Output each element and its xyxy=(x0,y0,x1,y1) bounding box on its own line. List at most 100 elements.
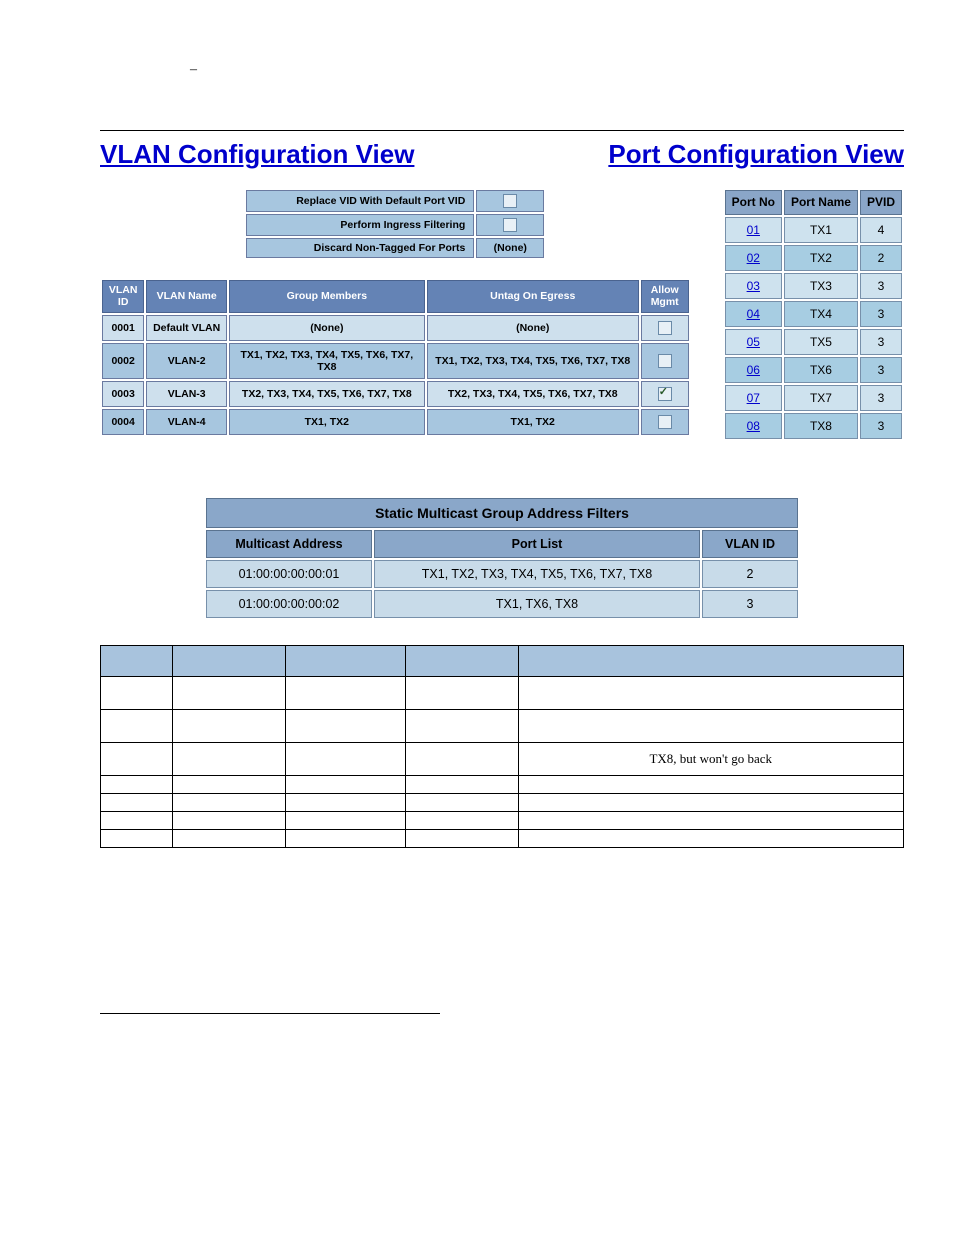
port-no-link[interactable]: 01 xyxy=(747,223,760,237)
vlan-cell-id: 0001 xyxy=(102,315,144,341)
mc-cell-ports: TX1, TX2, TX3, TX4, TX5, TX6, TX7, TX8 xyxy=(374,560,700,588)
lower-cell xyxy=(173,677,285,710)
port-row: 08 TX83 xyxy=(725,413,902,439)
port-no-link[interactable]: 07 xyxy=(747,391,760,405)
mc-cell-ports: TX1, TX6, TX8 xyxy=(374,590,700,618)
port-th-no: Port No xyxy=(725,190,782,215)
checkbox-icon[interactable] xyxy=(503,194,517,208)
port-pvid-cell: 3 xyxy=(860,329,902,355)
lower-cell xyxy=(101,830,173,848)
vlan-cell-name: VLAN-2 xyxy=(146,343,227,379)
lower-cell xyxy=(285,830,405,848)
checkbox-icon[interactable] xyxy=(658,415,672,429)
vlan-cell-untag: TX2, TX3, TX4, TX5, TX6, TX7, TX8 xyxy=(427,381,639,407)
vlan-row: 0001Default VLAN(None)(None) xyxy=(102,315,689,341)
lower-row xyxy=(101,794,904,812)
checkbox-icon[interactable] xyxy=(658,321,672,335)
footer-rule xyxy=(100,1013,440,1014)
port-no-link[interactable]: 04 xyxy=(747,307,760,321)
port-pvid-cell: 3 xyxy=(860,301,902,327)
vlan-cell-mgmt[interactable] xyxy=(641,315,689,341)
lower-cell xyxy=(173,710,285,743)
port-name-cell: TX8 xyxy=(784,413,858,439)
lower-cell xyxy=(101,776,173,794)
port-no-link[interactable]: 08 xyxy=(747,419,760,433)
settings-value[interactable] xyxy=(476,190,544,212)
port-name-cell: TX7 xyxy=(784,385,858,411)
lower-cell xyxy=(101,677,173,710)
lower-cell xyxy=(173,743,285,776)
port-th-name: Port Name xyxy=(784,190,858,215)
checkbox-icon[interactable] xyxy=(658,354,672,368)
port-no-link[interactable]: 06 xyxy=(747,363,760,377)
vlan-cell-name: VLAN-3 xyxy=(146,381,227,407)
lower-cell xyxy=(173,776,285,794)
vlan-cell-members: TX2, TX3, TX4, TX5, TX6, TX7, TX8 xyxy=(229,381,425,407)
vlan-cell-mgmt[interactable] xyxy=(641,381,689,407)
port-row: 05 TX53 xyxy=(725,329,902,355)
lower-cell xyxy=(101,794,173,812)
lower-cell xyxy=(101,710,173,743)
mc-cell-addr: 01:00:00:00:00:01 xyxy=(206,560,372,588)
port-pvid-cell: 3 xyxy=(860,413,902,439)
lower-cell xyxy=(101,743,173,776)
port-no-link[interactable]: 03 xyxy=(747,279,760,293)
mc-th-addr: Multicast Address xyxy=(206,530,372,558)
vlan-th-id: VLAN ID xyxy=(102,280,144,313)
vlan-th-mgmt: Allow Mgmt xyxy=(641,280,689,313)
vlan-th-name: VLAN Name xyxy=(146,280,227,313)
vlan-cell-mgmt[interactable] xyxy=(641,409,689,435)
lower-cell: TX8, but won't go back xyxy=(518,743,903,776)
settings-value[interactable] xyxy=(476,214,544,236)
lower-row: TX8, but won't go back xyxy=(101,743,904,776)
port-pvid-cell: 2 xyxy=(860,245,902,271)
lower-cell xyxy=(518,812,903,830)
lower-cell xyxy=(285,677,405,710)
lower-cell xyxy=(406,677,518,710)
lower-table: TX8, but won't go back xyxy=(100,645,904,848)
lower-cell xyxy=(518,677,903,710)
multicast-title: Static Multicast Group Address Filters xyxy=(206,498,798,528)
title-row: VLAN Configuration View Port Configurati… xyxy=(100,139,904,170)
lower-row xyxy=(101,677,904,710)
lower-header-row xyxy=(101,646,904,677)
lower-row xyxy=(101,776,904,794)
vlan-row: 0003VLAN-3TX2, TX3, TX4, TX5, TX6, TX7, … xyxy=(102,381,689,407)
mc-th-vid: VLAN ID xyxy=(702,530,798,558)
lower-row xyxy=(101,830,904,848)
lower-cell xyxy=(285,743,405,776)
vlan-cell-name: VLAN-4 xyxy=(146,409,227,435)
vlan-cell-members: (None) xyxy=(229,315,425,341)
vlan-cell-untag: TX1, TX2, TX3, TX4, TX5, TX6, TX7, TX8 xyxy=(427,343,639,379)
vlan-cell-id: 0002 xyxy=(102,343,144,379)
vlan-row: 0004VLAN-4TX1, TX2TX1, TX2 xyxy=(102,409,689,435)
settings-label: Replace VID With Default Port VID xyxy=(246,190,474,212)
port-config-link[interactable]: Port Configuration View xyxy=(608,139,904,170)
port-no-link[interactable]: 05 xyxy=(747,335,760,349)
mc-th-ports: Port List xyxy=(374,530,700,558)
port-row: 02TX22 xyxy=(725,245,902,271)
vlan-cell-mgmt[interactable] xyxy=(641,343,689,379)
mc-cell-addr: 01:00:00:00:00:02 xyxy=(206,590,372,618)
lower-cell xyxy=(173,794,285,812)
lower-cell xyxy=(406,812,518,830)
port-name-cell: TX4 xyxy=(784,301,858,327)
port-no-link[interactable]: 02 xyxy=(747,251,760,265)
vlan-config-link[interactable]: VLAN Configuration View xyxy=(100,139,414,170)
lower-cell xyxy=(406,776,518,794)
port-name-cell: TX6 xyxy=(784,357,858,383)
mc-cell-vid: 2 xyxy=(702,560,798,588)
checkbox-icon[interactable] xyxy=(503,218,517,232)
lower-cell xyxy=(285,794,405,812)
settings-label: Perform Ingress Filtering xyxy=(246,214,474,236)
port-row: 06TX63 xyxy=(725,357,902,383)
checkbox-icon[interactable] xyxy=(658,387,672,401)
settings-label: Discard Non-Tagged For Ports xyxy=(246,238,474,258)
vlan-cell-name: Default VLAN xyxy=(146,315,227,341)
multicast-row: 01:00:00:00:00:02TX1, TX6, TX83 xyxy=(206,590,798,618)
vlan-cell-members: TX1, TX2, TX3, TX4, TX5, TX6, TX7, TX8 xyxy=(229,343,425,379)
port-table: Port No Port Name PVID 01TX1402TX2203TX3… xyxy=(723,188,904,441)
vlan-table: VLAN ID VLAN Name Group Members Untag On… xyxy=(100,278,691,437)
port-name-cell: TX5 xyxy=(784,329,858,355)
multicast-row: 01:00:00:00:00:01TX1, TX2, TX3, TX4, TX5… xyxy=(206,560,798,588)
